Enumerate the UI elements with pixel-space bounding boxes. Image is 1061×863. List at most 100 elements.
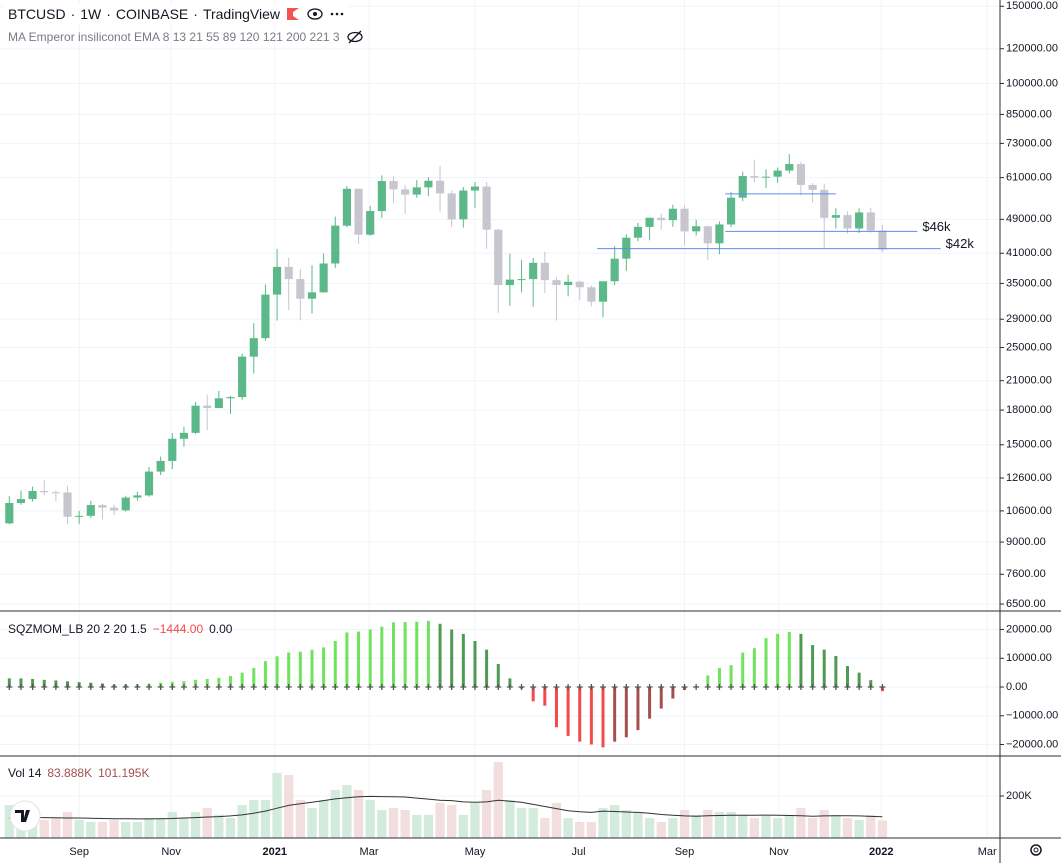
x-tick-label: Sep xyxy=(69,846,89,858)
squeeze-cross xyxy=(541,684,548,691)
momentum-bar xyxy=(54,680,58,688)
candle-body xyxy=(785,164,794,171)
x-tick-label: Sep xyxy=(675,846,695,858)
candle-body xyxy=(354,188,363,235)
tv-logo[interactable] xyxy=(9,800,41,832)
squeeze-cross xyxy=(751,684,758,691)
volume-bar xyxy=(39,819,49,838)
squeeze-cross xyxy=(611,684,618,691)
candle-body xyxy=(249,338,258,357)
momentum-bar xyxy=(845,666,849,688)
candle-body xyxy=(808,184,817,190)
indicator-title[interactable]: MA Emperor insiliconot EMA 8 13 21 55 89… xyxy=(8,30,340,44)
squeeze-cross xyxy=(297,684,304,691)
y-tick-label: 29000.00 xyxy=(1006,313,1052,325)
candle-body xyxy=(342,188,351,226)
candle-body xyxy=(494,229,503,286)
squeeze-cross xyxy=(402,684,409,691)
candle-body xyxy=(214,398,223,409)
y-tick-label: −10000.00 xyxy=(1006,710,1058,722)
y-tick-label: 7600.00 xyxy=(1006,568,1046,580)
level-label: $46k xyxy=(922,219,951,234)
volume-bar xyxy=(353,789,364,838)
volume-bar xyxy=(365,799,375,838)
volume-bar xyxy=(121,822,131,838)
indicator-title[interactable]: SQZMOM_LB 20 2 20 1.5 xyxy=(8,622,147,636)
squeeze-cross xyxy=(285,684,292,691)
squeeze-cross xyxy=(856,684,863,691)
volume-bar xyxy=(726,811,736,838)
volume-bar xyxy=(202,807,212,838)
candle-body xyxy=(168,438,177,461)
candle-body xyxy=(133,495,142,498)
candle-body xyxy=(156,460,165,472)
momentum-bar xyxy=(857,672,861,688)
interval[interactable]: 1W xyxy=(80,6,102,22)
volume-bar xyxy=(772,818,783,838)
y-tick-label: 15000.00 xyxy=(1006,439,1052,451)
momentum-bar xyxy=(194,679,198,688)
volume-bar xyxy=(144,818,154,838)
candle-body xyxy=(738,176,747,198)
candle-body xyxy=(575,281,584,288)
momentum-bar xyxy=(391,622,395,688)
status-value: 0.00 xyxy=(209,622,233,636)
flag-icon[interactable] xyxy=(285,6,301,22)
candle-body xyxy=(191,405,200,433)
momentum-bar xyxy=(252,668,256,688)
volume-bar xyxy=(388,807,399,838)
squeeze-cross xyxy=(425,684,432,691)
momentum-bar xyxy=(298,651,302,688)
x-tick-label: Nov xyxy=(161,846,181,858)
volume-bar xyxy=(575,822,585,838)
momentum-bar xyxy=(485,649,489,688)
momentum-bar xyxy=(554,687,558,728)
volume-bar xyxy=(784,814,794,838)
squeeze-cross xyxy=(879,684,886,691)
squeeze-cross xyxy=(378,684,385,691)
volume-bar xyxy=(377,810,387,838)
squeeze-cross xyxy=(832,684,839,691)
candle-body xyxy=(645,217,654,227)
volume-bar xyxy=(854,819,864,838)
squeeze-cross xyxy=(308,684,315,691)
settings-button[interactable] xyxy=(1030,844,1042,856)
candle-body xyxy=(587,287,596,302)
candle-body xyxy=(424,180,433,188)
momentum-bar xyxy=(834,655,838,688)
y-tick-label: −20000.00 xyxy=(1006,738,1058,750)
squeeze-cross xyxy=(157,684,164,691)
indicator-title[interactable]: Vol 14 xyxy=(8,766,42,780)
candle-body xyxy=(633,226,643,238)
symbol[interactable]: BTCUSD xyxy=(8,6,66,22)
eye-icon[interactable] xyxy=(306,6,324,22)
candle-body xyxy=(40,490,49,493)
candle-body xyxy=(447,193,456,220)
momentum-bar xyxy=(229,676,233,688)
candle-body xyxy=(28,490,37,500)
momentum-bar xyxy=(566,687,570,736)
y-tick-label: 10600.00 xyxy=(1006,505,1052,517)
candle-body xyxy=(564,281,573,286)
volume-bar xyxy=(295,799,306,838)
more-icon[interactable] xyxy=(329,6,345,22)
hidden-icon[interactable] xyxy=(346,30,364,44)
candle-body xyxy=(505,279,514,286)
volume-bar xyxy=(749,818,760,838)
squeeze-cross xyxy=(76,684,83,691)
volume-bar xyxy=(842,818,853,838)
candle-body xyxy=(5,502,14,524)
squeeze-cross xyxy=(809,684,816,691)
candle-body xyxy=(517,279,526,281)
squeeze-cross xyxy=(867,684,874,691)
candle-body xyxy=(657,217,666,221)
squeeze-cross xyxy=(483,684,490,691)
volume-bar xyxy=(679,810,690,838)
x-tick-label: 2022 xyxy=(869,846,893,858)
volume-bar xyxy=(656,822,666,838)
separator: · xyxy=(106,6,111,22)
candle-body xyxy=(366,211,375,235)
candle-body xyxy=(761,176,771,178)
volume-bar xyxy=(738,814,748,838)
momentum-bar xyxy=(531,687,535,702)
